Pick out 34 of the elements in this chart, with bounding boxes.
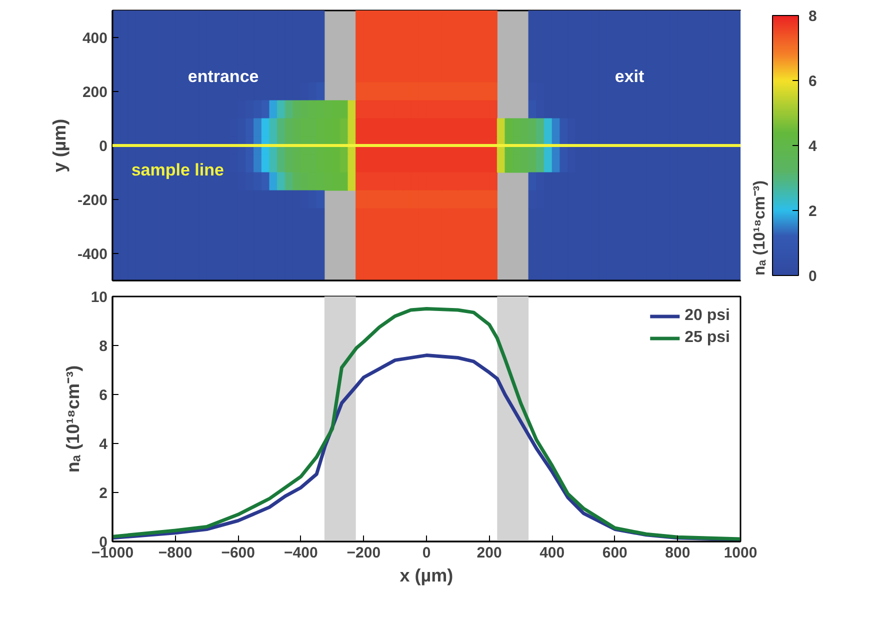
x-tick-label: −600	[221, 544, 256, 562]
y-tick-label: 10	[90, 289, 108, 306]
color-bar-label: 0	[808, 268, 817, 285]
legend-label: 20 psi	[684, 307, 730, 325]
annotation: exit	[614, 67, 645, 86]
y-tick-label: 400	[82, 30, 108, 47]
y-tick-label: 2	[99, 485, 108, 502]
x-tick-label: −200	[346, 544, 381, 562]
x-tick-label: −800	[158, 544, 192, 562]
y-axis-title: y (µm)	[49, 118, 70, 172]
x-tick-label: 200	[476, 544, 502, 562]
x-tick-label: 0	[422, 544, 431, 562]
x-tick-label: 400	[540, 544, 565, 562]
color-bar-label: 2	[808, 203, 817, 220]
y-tick-label: 4	[99, 436, 108, 453]
y-tick-label: 8	[99, 338, 108, 355]
color-bar-label: 8	[808, 8, 817, 25]
y-tick-label: 0	[99, 138, 108, 155]
x-tick-label: 600	[602, 544, 628, 562]
x-tick-label: 1000	[724, 544, 758, 562]
ref-line-label: sample line	[131, 160, 224, 180]
legend-label: 25 psi	[684, 329, 730, 347]
x-tick-label: 800	[665, 544, 690, 562]
x-axis-title: x (µm)	[400, 566, 454, 586]
y-tick-label: -400	[77, 246, 108, 263]
x-tick-label: −400	[284, 544, 318, 562]
color-bar-label: 6	[808, 73, 817, 90]
y-tick-label: 6	[99, 387, 108, 404]
color-bar-label: 4	[808, 138, 818, 155]
y-tick-label: 200	[82, 84, 108, 101]
y-tick-label: -200	[77, 192, 108, 209]
y-axis-title: nₐ (10¹⁸cm⁻³)	[62, 365, 83, 473]
color-bar-title: nₐ (10¹⁸cm⁻³)	[752, 180, 768, 276]
annotation: entrance	[188, 67, 259, 86]
